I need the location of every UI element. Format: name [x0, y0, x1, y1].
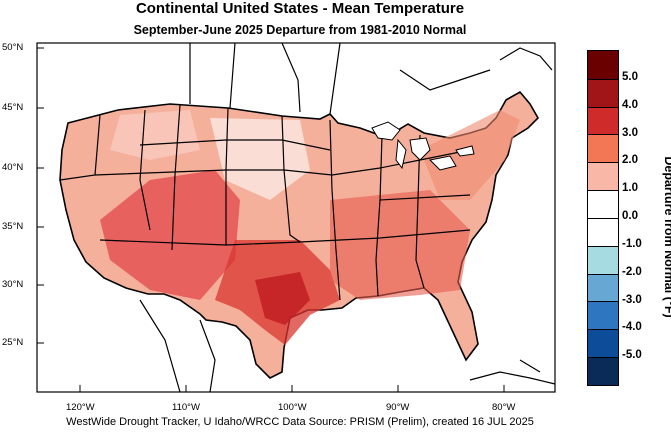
- legend-tick-label: 5.0: [622, 70, 638, 83]
- legend-swatch: [588, 78, 618, 107]
- legend-title: Departure from Normal (°F): [662, 156, 671, 318]
- lon-label-100: 100°W: [278, 402, 307, 413]
- warm-region-texas-core: [255, 272, 310, 325]
- legend-swatch: [588, 245, 618, 274]
- lat-label-25: 25°N: [2, 337, 24, 348]
- data-source-credit: WestWide Drought Tracker, U Idaho/WRCC D…: [66, 416, 534, 428]
- legend-swatch: [588, 217, 618, 246]
- longitude-ticks: [79, 385, 505, 392]
- legend-tick-label: -5.0: [622, 349, 642, 362]
- lat-label-40: 40°N: [2, 162, 24, 173]
- legend-tick-label: 3.0: [622, 126, 638, 139]
- legend-swatch: [588, 51, 618, 79]
- great-lakes: [371, 121, 475, 171]
- legend-swatch: [588, 190, 618, 218]
- map-title: Continental United States - Mean Tempera…: [135, 0, 465, 17]
- lat-label-50: 50°N: [2, 42, 24, 53]
- legend-tick-label: -3.0: [622, 293, 642, 306]
- legend-labels: 5.0 4.0 3.0 2.0 1.0 0.0 -1.0 -2.0 -3.0 -4.0 -5.0: [622, 0, 662, 433]
- lon-label-110: 110°W: [172, 402, 200, 413]
- legend-tick-label: 1.0: [622, 182, 638, 195]
- map-subtitle: September-June 2025 Departure from 1981-…: [133, 23, 467, 37]
- legend-swatch: [588, 301, 618, 330]
- legend-swatch: [588, 162, 618, 191]
- legend-tick-label: 4.0: [622, 98, 638, 111]
- legend-swatch: [588, 134, 618, 163]
- lat-label-45: 45°N: [2, 102, 24, 113]
- near-normal-region-north: [110, 110, 200, 160]
- legend-tick-label: -4.0: [622, 321, 642, 334]
- legend-tick-label: -2.0: [622, 265, 642, 278]
- lat-label-30: 30°N: [2, 279, 24, 290]
- legend-swatch: [588, 273, 618, 302]
- legend-colorbar: [587, 50, 619, 386]
- legend-tick-label: 2.0: [622, 154, 638, 167]
- warm-region-southeast: [330, 190, 470, 300]
- legend-swatch: [588, 329, 618, 358]
- legend-tick-label: -1.0: [622, 237, 642, 250]
- legend-swatch: [588, 106, 618, 135]
- lon-label-120: 120°W: [66, 402, 95, 413]
- conus-landmass: [59, 90, 539, 379]
- lon-label-90: 90°W: [386, 402, 410, 413]
- international-context-lines: [139, 42, 556, 393]
- lat-label-35: 35°N: [2, 221, 24, 232]
- warm-region-southwest: [100, 170, 240, 300]
- legend-swatch: [588, 357, 618, 385]
- lon-label-80: 80°W: [492, 402, 516, 413]
- latitude-ticks: [37, 47, 44, 344]
- legend-tick-label: 0.0: [622, 210, 638, 222]
